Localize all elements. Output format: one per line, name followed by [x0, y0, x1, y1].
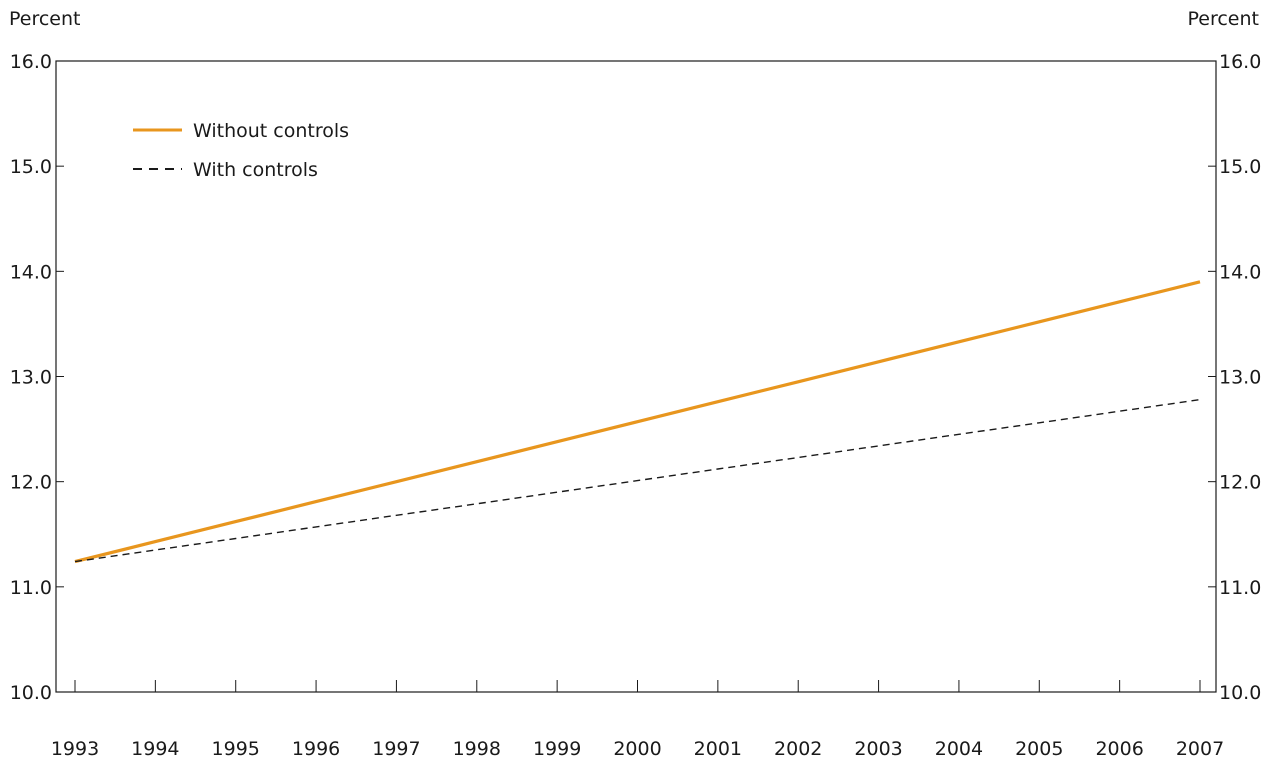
y-tick-label-left: 13.0 [10, 367, 52, 389]
x-tick-label: 1995 [212, 738, 260, 760]
series-line-with-controls [74, 398, 1201, 563]
x-tick-label: 2004 [935, 738, 983, 760]
plot-frame [55, 60, 1217, 693]
legend-label: With controls [193, 159, 318, 181]
x-tick-label: 2001 [694, 738, 742, 760]
y-tick-label-right: 11.0 [1219, 577, 1261, 599]
y-tick-label-right: 13.0 [1219, 367, 1261, 389]
x-tick-label: 1994 [131, 738, 179, 760]
legend: Without controls With controls [133, 120, 349, 181]
y-tick-label-right: 10.0 [1219, 682, 1261, 704]
axes [55, 60, 1217, 693]
y-tick-label-right: 16.0 [1219, 51, 1261, 73]
x-tick-label: 2005 [1015, 738, 1063, 760]
y-tick-label-right: 12.0 [1219, 472, 1261, 494]
y-axis-unit-right: Percent [1187, 8, 1260, 30]
x-tick-label: 1998 [453, 738, 501, 760]
x-tick-label: 1996 [292, 738, 340, 760]
y-axis-ticks: 10.0 10.0 11.0 11.0 12.0 12.0 13.0 13.0 14.0 14.0… [10, 51, 1262, 704]
y-tick-label-left: 11.0 [10, 577, 52, 599]
y-axis-unit-left: Percent [9, 8, 81, 30]
x-axis-ticks: 1993 1994 1995 1996 1997 1998 1999 2000 2001 2002… [51, 680, 1224, 760]
y-tick-label-left: 16.0 [10, 51, 52, 73]
x-tick-label: 2006 [1095, 738, 1143, 760]
x-tick-label: 1997 [372, 738, 420, 760]
y-tick-label-left: 14.0 [10, 261, 52, 283]
y-tick-label-right: 15.0 [1219, 156, 1261, 178]
x-tick-label: 1999 [533, 738, 581, 760]
series-layer [74, 280, 1201, 564]
series-line-without-controls [74, 280, 1201, 564]
x-tick-label: 1993 [51, 738, 99, 760]
y-tick-label-right: 14.0 [1219, 261, 1261, 283]
y-tick-label-left: 15.0 [10, 156, 52, 178]
x-tick-label: 2003 [854, 738, 902, 760]
x-tick-label: 2000 [613, 738, 661, 760]
y-tick-label-left: 10.0 [10, 682, 52, 704]
legend-label: Without controls [193, 120, 349, 142]
y-tick-label-left: 12.0 [10, 472, 52, 494]
x-tick-label: 2002 [774, 738, 822, 760]
x-tick-label: 2007 [1176, 738, 1224, 760]
